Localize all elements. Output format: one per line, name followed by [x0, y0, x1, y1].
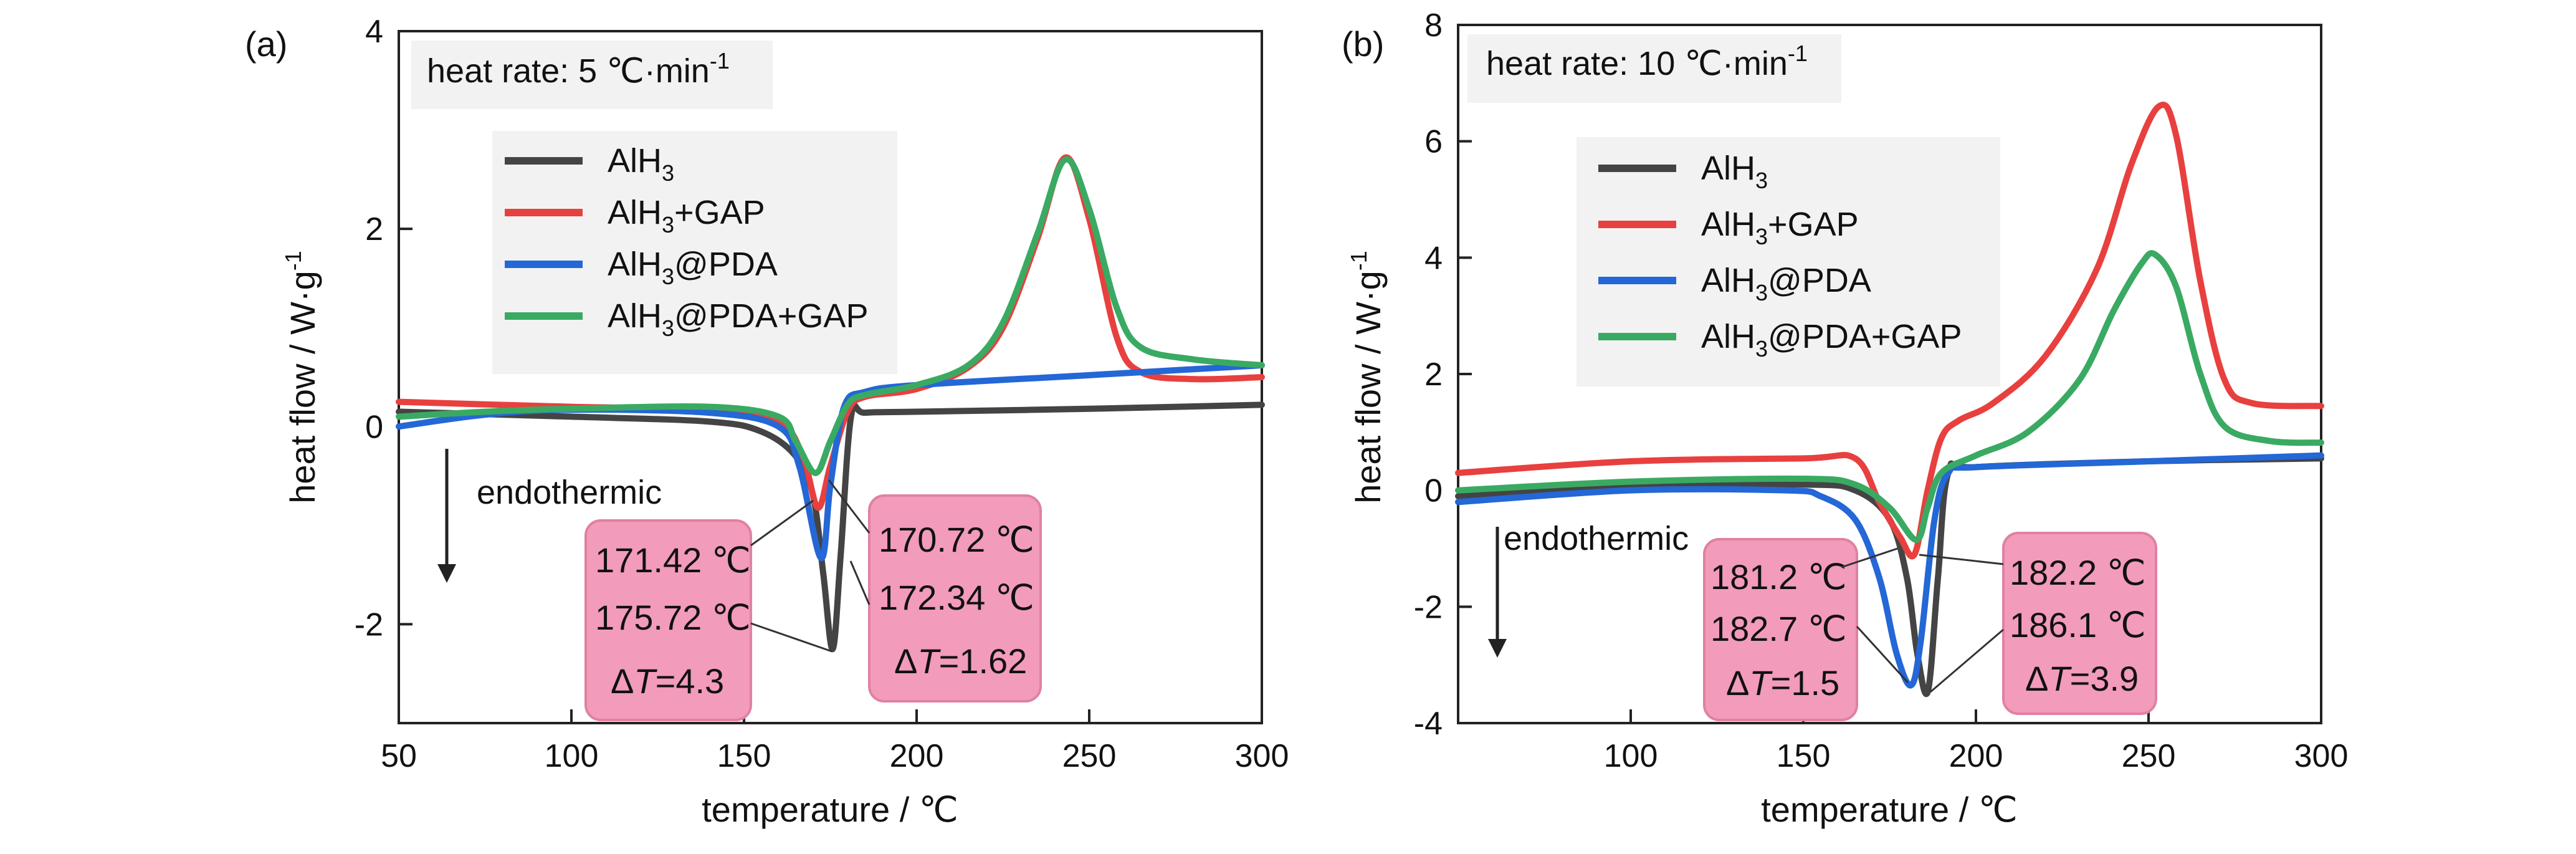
series-line-alh3-pda-gap — [1455, 250, 2324, 543]
arrow-head-b — [1488, 639, 1507, 658]
y-tick-label: 2 — [1424, 357, 1443, 393]
legend-label: AlH3+GAP — [608, 194, 765, 237]
annotation-a-left-delta: ΔT=4.3 — [611, 661, 724, 701]
x-tick-label: 200 — [890, 738, 944, 774]
heat-rate-label-b: heat rate: 10 ℃·min-1 — [1486, 41, 1808, 82]
legend-b: AlH3 AlH3+GAP AlH3@PDA AlH3@PDA+GAP — [1598, 150, 1962, 362]
annotation-a-right-delta: ΔT=1.62 — [894, 641, 1027, 681]
x-tick-label: 200 — [1949, 738, 2003, 774]
legend-label: AlH3 — [608, 142, 674, 186]
legend-label: AlH3@PDA — [608, 246, 778, 289]
series-line-alh3-pda — [1455, 452, 2324, 689]
y-tick-label: 4 — [1424, 240, 1443, 276]
annotation-b-right-delta: ΔT=3.9 — [2025, 659, 2139, 698]
tick-labels-b: 100 150 200 250 300 -4 -2 0 2 4 6 8 — [1414, 7, 2349, 774]
y-axis-label-a: heat flow / W·g-1 — [280, 251, 322, 503]
legend-label: AlH3 — [1701, 150, 1768, 193]
legend-box-a — [492, 131, 897, 374]
y-tick-label: 0 — [1424, 473, 1443, 509]
x-tick-label: 300 — [1235, 738, 1289, 774]
y-tick-label: 4 — [365, 14, 383, 50]
heat-rate-box-b — [1467, 34, 1841, 103]
legend-label: AlH3@PDA+GAP — [1701, 318, 1962, 362]
x-tick-label: 250 — [1062, 738, 1117, 774]
legend-a: AlH3 AlH3+GAP AlH3@PDA AlH3@PDA+GAP — [505, 142, 868, 341]
panel-b: (b) 100 150 200 250 300 -4 -2 0 2 4 6 8 temperature… — [1342, 7, 2348, 829]
y-tick-label: -4 — [1414, 706, 1443, 742]
annotation-box-b-right — [2002, 532, 2157, 715]
y-tick-label: -2 — [355, 607, 383, 643]
x-tick-label: 150 — [717, 738, 771, 774]
legend-label: AlH3+GAP — [1701, 206, 1859, 249]
series-line-alh3-pda-gap — [396, 156, 1265, 476]
annotation-b-left-delta: ΔT=1.5 — [1726, 663, 1839, 703]
x-tick-label: 150 — [1777, 738, 1831, 774]
y-axis-label-b: heat flow / W·g-1 — [1346, 251, 1388, 503]
y-tick-label: 6 — [1424, 124, 1443, 160]
series-line-alh3-gap — [1455, 102, 2324, 560]
leader-lines-b — [1841, 547, 2004, 693]
tick-labels-a: 50 100 150 200 250 300 -2 0 2 4 — [355, 14, 1289, 774]
legend-box-b — [1577, 137, 2000, 386]
x-tick-label: 250 — [2122, 738, 2176, 774]
curves-a — [396, 154, 1265, 653]
heat-rate-label-a: heat rate: 5 ℃·min-1 — [427, 48, 730, 90]
y-tick-label: 2 — [365, 211, 383, 247]
heat-rate-box-a — [411, 41, 773, 109]
x-axis-label-a: temperature / ℃ — [702, 790, 958, 829]
annotation-b-left-line2: 182.7 ℃ — [1710, 609, 1847, 648]
x-tick-label: 100 — [1604, 738, 1658, 774]
annotation-box-a-left — [584, 519, 752, 721]
leader-lines-a — [750, 479, 871, 653]
annotation-box-b-left — [1703, 538, 1858, 721]
annotation-a-right-line2: 172.34 ℃ — [879, 578, 1034, 617]
y-tick-label: -2 — [1414, 589, 1443, 625]
curves-b — [1455, 102, 2324, 698]
panel-letter-a: (a) — [245, 24, 287, 64]
y-tick-label: 8 — [1424, 7, 1443, 44]
endothermic-label-b: endothermic — [1504, 520, 1689, 557]
series-line-alh3-gap — [396, 154, 1265, 511]
legend-label: AlH3@PDA — [1701, 262, 1871, 305]
annotation-box-a-right — [868, 494, 1042, 703]
y-tick-label: 0 — [365, 409, 383, 445]
annotation-b-left-line1: 181.2 ℃ — [1710, 557, 1847, 597]
annotation-b-right-line2: 186.1 ℃ — [2010, 605, 2146, 645]
annotation-a-right-line1: 170.72 ℃ — [879, 520, 1034, 559]
x-tick-label: 300 — [2294, 738, 2349, 774]
annotation-a-left-line1: 171.42 ℃ — [595, 540, 751, 580]
x-axis-label-b: temperature / ℃ — [1761, 790, 2018, 829]
panel-a: (a) 50 100 150 200 250 300 -2 0 2 4 temperature /… — [245, 14, 1289, 829]
endothermic-label-a: endothermic — [477, 474, 662, 511]
x-tick-label: 50 — [381, 738, 417, 774]
series-line-alh3 — [396, 401, 1265, 653]
x-tick-label: 100 — [545, 738, 599, 774]
annotation-a-left-line2: 175.72 ℃ — [595, 598, 751, 637]
arrow-head-a — [437, 564, 456, 583]
annotation-b-right-line1: 182.2 ℃ — [2010, 553, 2146, 592]
panel-letter-b: (b) — [1342, 24, 1384, 64]
legend-label: AlH3@PDA+GAP — [608, 297, 868, 341]
